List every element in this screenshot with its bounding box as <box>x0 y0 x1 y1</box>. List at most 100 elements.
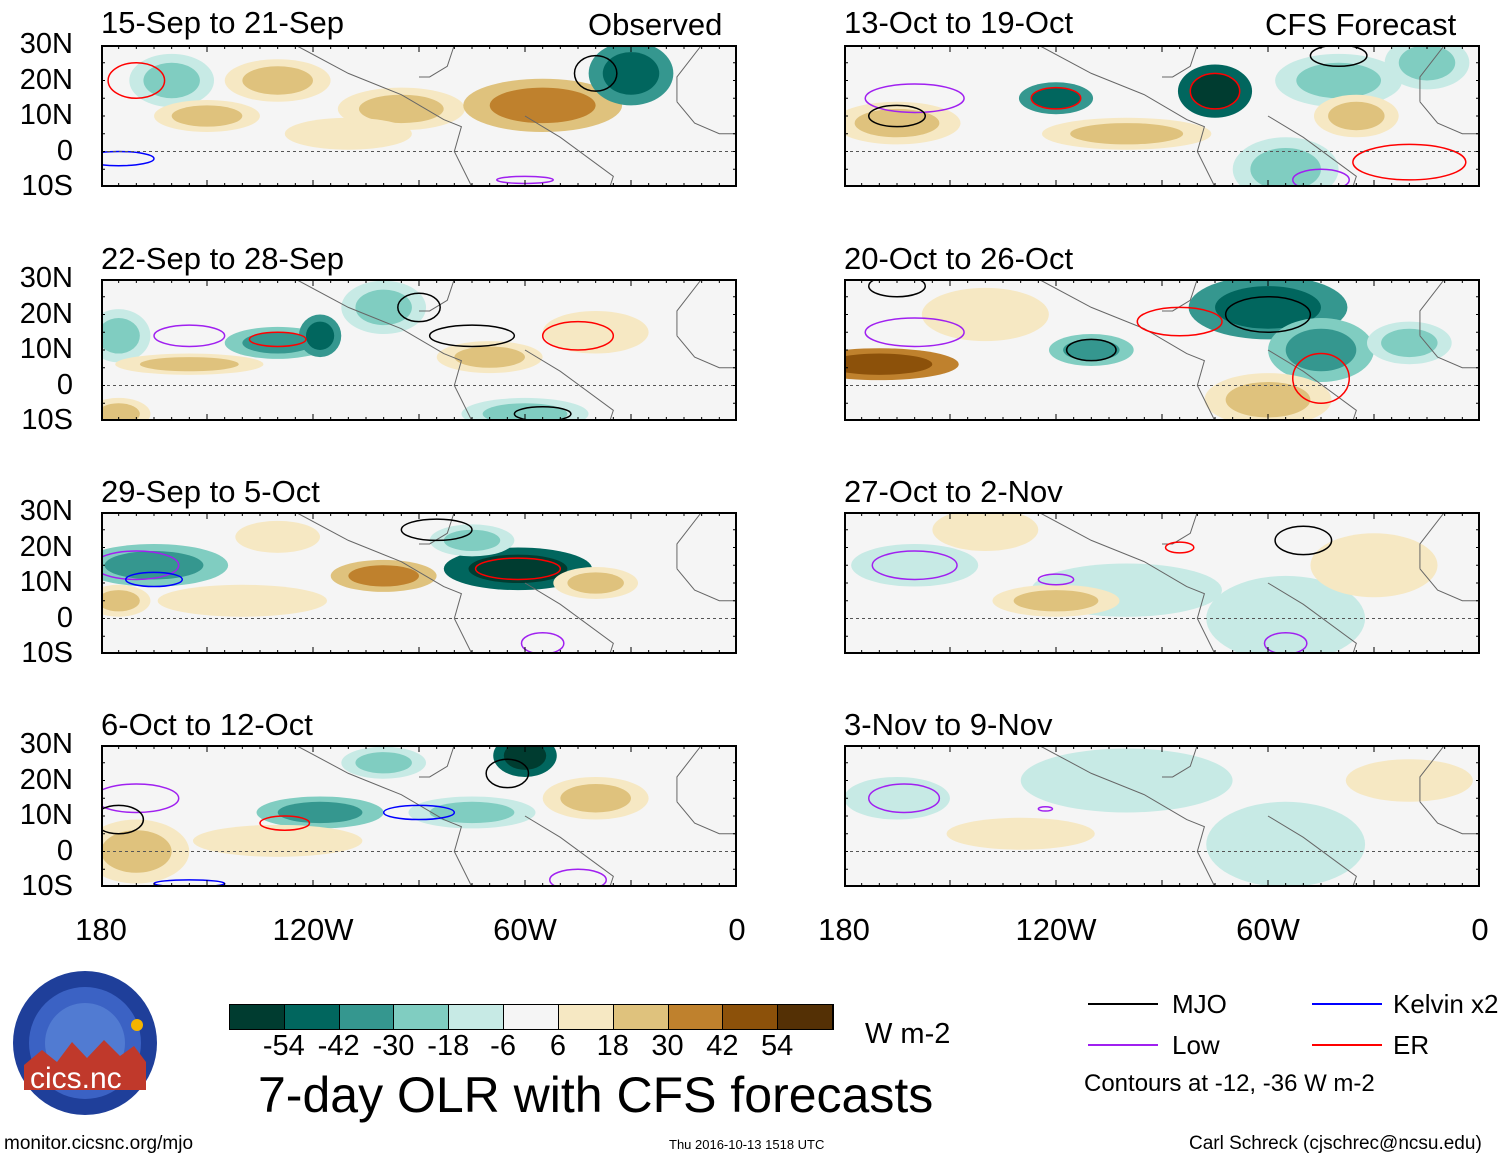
colorbar-label: -54 <box>262 1030 305 1062</box>
colorbar-label: 18 <box>596 1030 629 1062</box>
colorbar-swatch <box>613 1005 669 1029</box>
olr-anomaly <box>854 108 940 138</box>
lat-label: 20N <box>19 763 73 796</box>
map-panel <box>843 744 1481 888</box>
olr-anomaly <box>97 318 140 354</box>
olr-anomaly <box>355 289 412 326</box>
olr-anomaly <box>1331 543 1417 587</box>
olr-map <box>843 744 1481 888</box>
colorbar-label: -6 <box>490 1030 516 1062</box>
cics-logo: cics.nc <box>12 970 158 1116</box>
olr-anomaly <box>104 551 204 580</box>
colorbar-label: 42 <box>706 1030 739 1062</box>
olr-map <box>799 274 1481 427</box>
map-panel <box>86 278 738 430</box>
lat-label: 30N <box>19 28 73 60</box>
olr-anomaly <box>429 801 515 824</box>
lon-label: 60W <box>493 912 557 947</box>
lon-label: 0 <box>1471 912 1489 947</box>
wave-contour <box>871 550 958 581</box>
olr-map <box>82 41 738 188</box>
colorbar-swatch <box>778 1005 833 1029</box>
lat-label: 20N <box>19 297 73 330</box>
olr-anomaly <box>1285 328 1357 372</box>
map-panel <box>82 41 738 188</box>
wave-contour <box>1164 541 1195 554</box>
lat-label: 10S <box>21 404 73 436</box>
wave-contour <box>125 571 183 588</box>
colorbar-swatch <box>723 1005 779 1029</box>
olr-map <box>79 511 738 655</box>
wave-contour <box>868 104 926 128</box>
wave-contour <box>248 331 307 348</box>
colorbar-swatch <box>394 1005 450 1029</box>
colorbar-swatch <box>230 1005 285 1029</box>
panel-title: 20-Oct to 26-Oct <box>844 241 1074 276</box>
panel-title: 29-Sep to 5-Oct <box>101 474 320 509</box>
colorbar <box>229 1004 834 1030</box>
legend-kelvin-label: Kelvin x2 <box>1393 989 1499 1019</box>
footer-timestamp: Thu 2016-10-13 1518 UTC <box>669 1137 825 1152</box>
lat-label: 0 <box>56 134 73 167</box>
wave-contour <box>428 324 516 348</box>
olr-anomaly <box>1070 123 1184 145</box>
colorbar-label: 30 <box>651 1030 684 1062</box>
olr-anomaly <box>1250 147 1321 191</box>
legend-er-label: ER <box>1393 1030 1430 1060</box>
wave-contour <box>1136 306 1223 337</box>
coastline <box>295 744 737 888</box>
panel-title: 27-Oct to 2-Nov <box>844 474 1063 509</box>
coastline <box>1038 44 1480 188</box>
olr-anomaly <box>1215 286 1321 329</box>
coastline <box>1038 278 1480 422</box>
olr-anomaly <box>139 357 239 372</box>
colorbar-swatch <box>339 1005 395 1029</box>
wave-contour <box>1224 296 1312 333</box>
olr-anomaly <box>560 318 631 347</box>
colorbar-swatch <box>449 1005 505 1029</box>
wave-contour <box>864 317 965 348</box>
olr-anomaly <box>560 784 631 813</box>
olr-anomaly <box>443 529 501 552</box>
olr-anomaly <box>355 752 412 774</box>
olr-anomaly <box>1381 328 1438 358</box>
colorbar-label: -30 <box>372 1030 415 1062</box>
olr-anomaly <box>1190 73 1240 109</box>
lat-label: 0 <box>56 834 73 867</box>
wave-contour <box>485 758 530 789</box>
olr-anomaly <box>602 52 660 95</box>
olr-anomaly <box>1063 339 1120 361</box>
lat-label: 10S <box>21 870 73 902</box>
olr-anomaly <box>826 353 933 375</box>
colorbar-swatch <box>504 1005 559 1029</box>
olr-anomaly <box>143 62 200 99</box>
olr-anomaly <box>1328 101 1385 131</box>
colorbar-swatch <box>284 1005 340 1029</box>
legend-low-line <box>1088 1044 1158 1046</box>
footer-url[interactable]: monitor.cicsnc.org/mjo <box>4 1133 194 1154</box>
olr-anomaly <box>861 784 933 813</box>
lat-label: 10N <box>19 799 73 831</box>
olr-map <box>86 278 738 430</box>
panel-title: 22-Sep to 28-Sep <box>101 241 345 276</box>
wave-contour <box>1292 352 1350 405</box>
lat-label: 20N <box>19 63 73 96</box>
figure-title: 7-day OLR with CFS forecasts <box>258 1067 934 1123</box>
map-panel <box>83 734 738 892</box>
olr-anomaly <box>185 590 299 612</box>
lon-label: 0 <box>728 912 746 947</box>
legend-mjo-label: MJO <box>1172 989 1227 1019</box>
olr-anomaly <box>221 830 335 852</box>
coastline <box>1038 511 1480 655</box>
olr-anomaly <box>1013 590 1099 612</box>
wave-contour <box>397 292 441 323</box>
wave-contour <box>1065 338 1117 362</box>
lat-label: 10N <box>19 99 73 131</box>
wave-contour <box>573 54 618 92</box>
panel-title: 6-Oct to 12-Oct <box>101 707 313 742</box>
olr-anomaly <box>971 823 1071 845</box>
olr-anomaly <box>305 123 391 145</box>
olr-anomaly <box>503 741 547 770</box>
olr-anomaly <box>1225 381 1311 418</box>
